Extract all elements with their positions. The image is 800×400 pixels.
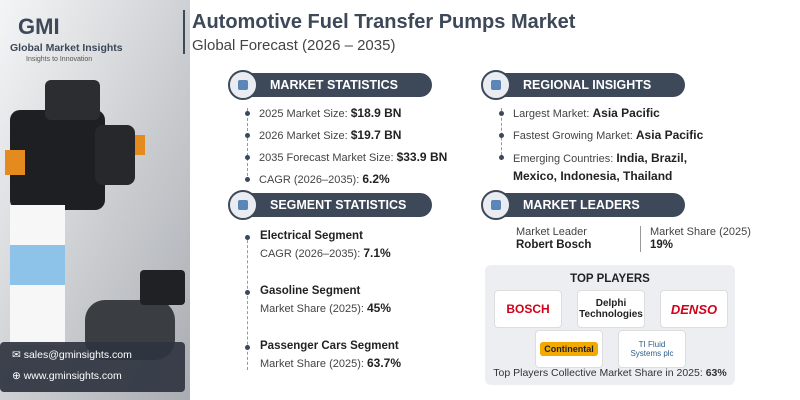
bullet: [499, 155, 504, 160]
footer-value: 63%: [705, 367, 727, 379]
player-logo: TI Fluid Systems plc: [618, 330, 686, 368]
stat-value: 63.7%: [367, 356, 402, 370]
subtitle: Global Forecast (2026 – 2035): [192, 37, 396, 54]
heading: SEGMENT STATISTICS: [270, 198, 407, 212]
stat-value: 6.2%: [362, 172, 390, 186]
email-text[interactable]: sales@gminsights.com: [23, 349, 132, 361]
logo-name: Global Market Insights: [10, 42, 123, 54]
stat-item: CAGR (2026–2035): 6.2%: [259, 172, 390, 186]
player-logo: DENSO: [660, 290, 728, 328]
heading: MARKET LEADERS: [523, 198, 640, 212]
share-label: Market Share (2025): [650, 226, 751, 238]
section-header: SEGMENT STATISTICS: [228, 190, 432, 220]
stat-label: Market Share (2025):: [260, 358, 364, 370]
heading: MARKET STATISTICS: [270, 78, 399, 92]
stat-label: CAGR (2026–2035):: [260, 248, 361, 260]
bullet: [245, 235, 250, 240]
leader-label: Market Leader: [516, 226, 587, 238]
bullet: [245, 133, 250, 138]
segment-name: Passenger Cars Segment: [260, 340, 399, 352]
player-name: DENSO: [670, 301, 718, 317]
heading: REGIONAL INSIGHTS: [523, 78, 652, 92]
player-name: Delphi Technologies: [579, 298, 643, 320]
leader: Robert Bosch: [516, 239, 592, 251]
section-header: REGIONAL INSIGHTS: [481, 70, 685, 100]
bullet: [499, 133, 504, 138]
player-logo: Continental: [535, 330, 603, 368]
logo-tagline: Insights to Innovation: [26, 56, 93, 63]
stat-label: CAGR (2026–2035):: [259, 174, 360, 186]
bullet: [245, 177, 250, 182]
player-logo: BOSCH: [494, 290, 562, 328]
logo-mark: GMI: [18, 14, 60, 39]
stat-value: Asia Pacific: [592, 106, 660, 120]
player-name: TI Fluid Systems plc: [630, 340, 674, 358]
section-header: MARKET STATISTICS: [228, 70, 432, 100]
divider: [247, 108, 248, 176]
segment-name: Gasoline Segment: [260, 285, 361, 297]
divider: [640, 226, 641, 252]
stat-item: Emerging Countries: India, Brazil, Mexic…: [513, 150, 728, 186]
stat-item: 2035 Forecast Market Size: $33.9 BN: [259, 150, 447, 164]
stat-value: $18.9 BN: [350, 106, 402, 120]
title-rule: [183, 10, 185, 54]
stat-label: 2025 Market Size:: [259, 108, 348, 120]
segment-name: Electrical Segment: [260, 230, 363, 242]
player-name: Continental: [540, 342, 598, 356]
player-name: BOSCH: [506, 302, 550, 316]
footer-label: Top Players Collective Market Share in 2…: [493, 367, 703, 379]
stat-value: Asia Pacific: [635, 128, 704, 142]
segment-stat: CAGR (2026–2035): 7.1%: [260, 246, 391, 260]
divider: [247, 235, 248, 370]
website[interactable]: ⊕ www.gminsights.com: [12, 370, 122, 382]
top-players-heading: TOP PLAYERS: [570, 273, 650, 285]
bullet: [245, 290, 250, 295]
stat-label: 2035 Forecast Market Size:: [259, 152, 394, 164]
icon: [228, 70, 258, 100]
stat-value: $33.9 BN: [396, 150, 448, 164]
bullet: [245, 111, 250, 116]
bullet: [245, 345, 250, 350]
stat-value: 7.1%: [363, 246, 391, 260]
stat-label: 2026 Market Size:: [259, 130, 348, 142]
product-photo: [0, 0, 190, 400]
stat-item: Fastest Growing Market: Asia Pacific: [513, 128, 703, 142]
stat-value: 45%: [367, 301, 392, 315]
stat-label: Fastest Growing Market:: [513, 130, 633, 142]
player-logo: Delphi Technologies: [577, 290, 645, 328]
icon: [228, 190, 258, 220]
stat-item: 2025 Market Size: $18.9 BN: [259, 106, 401, 120]
share: 19%: [650, 239, 674, 251]
stat-value: $19.7 BN: [350, 128, 402, 142]
section-header: MARKET LEADERS: [481, 190, 685, 220]
icon: [481, 190, 511, 220]
segment-stat: Market Share (2025): 63.7%: [260, 356, 401, 370]
bullet: [245, 155, 250, 160]
email[interactable]: ✉ sales@gminsights.com: [12, 349, 132, 361]
icon: [481, 70, 511, 100]
stat-value: India, Brazil, Mexico, Indonesia, Thaila…: [513, 151, 688, 183]
title: Automotive Fuel Transfer Pumps Market: [192, 11, 576, 33]
bullet: [499, 111, 504, 116]
top-players-footer: Top Players Collective Market Share in 2…: [485, 367, 735, 379]
stat-label: Market Share (2025):: [260, 303, 364, 315]
segment-stat: Market Share (2025): 45%: [260, 301, 391, 315]
stat-item: Largest Market: Asia Pacific: [513, 106, 660, 120]
stat-item: 2026 Market Size: $19.7 BN: [259, 128, 401, 142]
website-text[interactable]: www.gminsights.com: [23, 370, 122, 382]
stat-label: Emerging Countries:: [513, 153, 614, 165]
stat-label: Largest Market:: [513, 108, 590, 120]
